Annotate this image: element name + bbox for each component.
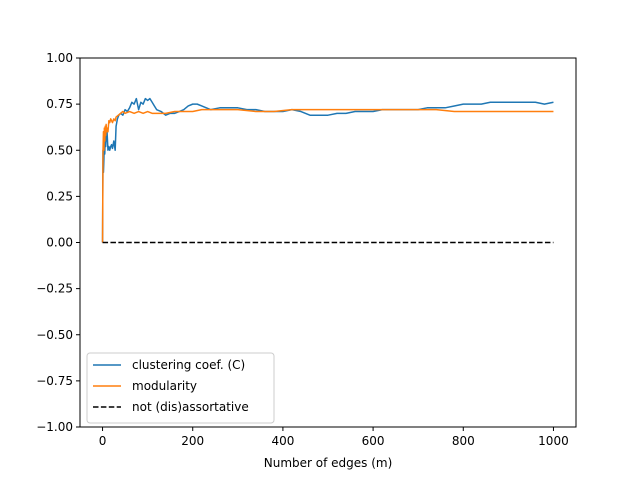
x-tick-label: 200 xyxy=(181,434,204,448)
y-tick-label: 0.25 xyxy=(46,189,73,203)
y-tick-label: −0.25 xyxy=(36,282,73,296)
y-tick-label: 0.75 xyxy=(46,97,73,111)
plot-lines xyxy=(101,97,554,244)
legend-label: not (dis)assortative xyxy=(132,400,249,414)
y-tick-label: 0.50 xyxy=(46,143,73,157)
legend-box xyxy=(86,352,275,424)
x-axis: 0 200 400 600 800 1000 xyxy=(99,427,569,448)
x-tick-label: 1000 xyxy=(538,434,569,448)
x-tick-label: 600 xyxy=(362,434,385,448)
y-tick-label: 1.00 xyxy=(46,51,73,65)
legend-label: modularity xyxy=(132,379,197,393)
series-line-1 xyxy=(101,108,554,243)
y-tick-label: −0.50 xyxy=(36,328,73,342)
x-tick-label: 0 xyxy=(99,434,107,448)
y-axis: −1.00 −0.75 −0.50 −0.25 0.00 0.25 0.50 0.75 1.00 xyxy=(36,51,80,434)
x-axis-label: Number of edges (m) xyxy=(264,456,393,470)
x-tick-label: 800 xyxy=(452,434,475,448)
legend: clustering coef. (C) modularity not (dis)a… xyxy=(86,352,275,424)
x-tick-label: 400 xyxy=(271,434,294,448)
legend-label: clustering coef. (C) xyxy=(132,358,245,372)
y-tick-label: −1.00 xyxy=(36,420,73,434)
y-tick-label: −0.75 xyxy=(36,374,73,388)
y-tick-label: 0.00 xyxy=(46,236,73,250)
